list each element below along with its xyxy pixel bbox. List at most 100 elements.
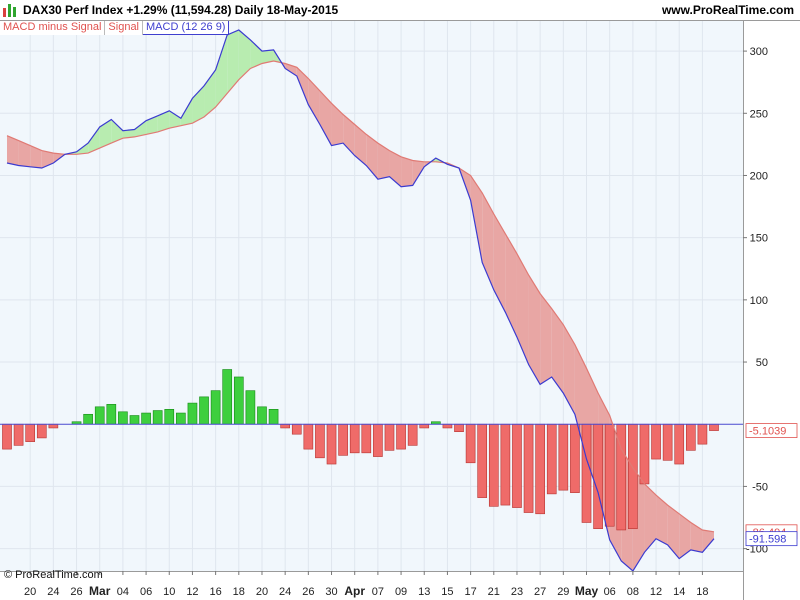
x-tick-label: 29: [557, 586, 569, 598]
x-tick-label: 27: [534, 586, 546, 598]
x-tick-label: 26: [70, 586, 82, 598]
histogram-bar: [697, 423, 708, 445]
fill-segment: [505, 233, 517, 338]
fill-segment: [563, 324, 575, 415]
x-tick-label: 18: [696, 586, 708, 598]
histogram-bar: [373, 423, 383, 457]
y-axis-panel: [743, 20, 800, 571]
site-url[interactable]: www.ProRealTime.com: [661, 3, 794, 17]
logo-bar: [13, 7, 16, 17]
histogram-bar: [465, 423, 476, 464]
histogram-bar: [83, 413, 93, 425]
fill-segment: [308, 78, 320, 125]
fill-segment: [192, 85, 205, 124]
histogram-bar: [176, 412, 186, 425]
x-tick-label: 20: [24, 586, 36, 598]
logo-bar: [3, 8, 6, 17]
y-tick-label: 200: [750, 170, 768, 182]
fill-segment: [204, 69, 216, 118]
histogram-bar: [535, 423, 545, 515]
fill-segment: [412, 160, 425, 186]
histogram-bar: [685, 423, 696, 451]
histogram-bar: [233, 376, 244, 425]
fill-segment: [389, 150, 402, 187]
legend-macd-minus-signal[interactable]: MACD minus Signal: [0, 21, 106, 35]
histogram-bar: [222, 369, 233, 425]
histogram-bar: [291, 423, 302, 435]
histogram-bar: [674, 423, 685, 465]
fill-segment: [644, 483, 657, 553]
histogram-bar: [407, 423, 418, 446]
x-tick-label: 16: [209, 586, 221, 598]
x-tick-label: 21: [488, 586, 500, 598]
fill-segment: [354, 124, 367, 166]
fill-segment: [319, 90, 332, 146]
fill-segment: [540, 293, 552, 385]
fill-segment: [227, 29, 239, 94]
x-tick-label: 06: [604, 586, 616, 598]
histogram-bar: [604, 423, 615, 527]
fill-segment: [180, 98, 193, 126]
legend-macd[interactable]: MACD (12 26 9): [143, 21, 230, 35]
fill-segment: [690, 522, 703, 553]
fill-segment: [18, 140, 31, 167]
histogram-bar: [593, 423, 603, 530]
fill-segment: [493, 214, 506, 313]
histogram-bar: [639, 423, 650, 485]
histogram-bar: [94, 406, 105, 425]
y-axis-ticks: 300 250 200 150 100 50 -50 -100: [743, 46, 768, 556]
histogram-bar: [326, 423, 337, 465]
histogram-bar: [419, 423, 430, 429]
x-tick-label: 13: [418, 586, 430, 598]
histogram-bar: [454, 423, 464, 432]
x-tick-label: 09: [395, 586, 407, 598]
fill-segment: [111, 119, 123, 144]
fill-segment: [667, 505, 680, 559]
histogram-bar: [210, 390, 221, 425]
histogram-bar: [2, 423, 12, 450]
histogram-bar: [164, 409, 175, 425]
histogram-bar: [558, 423, 569, 491]
y-tick-label: 300: [750, 46, 768, 58]
copyright-notice: © ProRealTime.com: [4, 569, 103, 581]
histogram-bar: [349, 423, 360, 454]
histogram-bar: [662, 423, 673, 461]
histogram-bar: [48, 423, 59, 429]
y-tick-label: -50: [752, 481, 768, 493]
y-tick-label: -100: [746, 544, 768, 556]
x-tick-label: 04: [117, 586, 129, 598]
legend-signal[interactable]: Signal: [105, 21, 143, 35]
histogram-bar: [709, 423, 719, 431]
x-tick-label: Mar: [89, 584, 111, 598]
histogram-bar: [384, 423, 395, 451]
histogram-bar: [303, 423, 314, 450]
x-tick-label: 24: [47, 586, 59, 598]
histogram-bar: [141, 412, 151, 425]
histogram-bar: [442, 423, 453, 429]
fill-segment: [551, 308, 564, 394]
x-tick-label: 12: [650, 586, 662, 598]
x-tick-label: 17: [464, 586, 476, 598]
fill-segment: [261, 49, 274, 64]
fill-segment: [250, 39, 262, 69]
histogram-bar: [257, 406, 267, 425]
histogram-bar: [361, 423, 372, 454]
fill-segment: [377, 143, 390, 180]
fill-segment: [470, 175, 483, 263]
histogram-bar: [36, 423, 47, 439]
fill-segment: [482, 192, 494, 290]
fill-segment: [401, 156, 413, 187]
histogram-bar: [187, 402, 198, 425]
fill-segment: [656, 495, 668, 545]
x-tick-label: 26: [302, 586, 314, 598]
instrument-title: DAX30 Perf Index +1.29% (11,594.28) Dail…: [23, 3, 339, 17]
histogram-bar: [13, 423, 24, 446]
x-tick-label: 24: [279, 586, 291, 598]
fill-segment: [7, 135, 19, 166]
x-tick-label: Apr: [344, 584, 365, 598]
y-tick-label: 150: [750, 233, 768, 245]
x-tick-label: 20: [256, 586, 268, 598]
histogram-bar: [396, 423, 406, 450]
fill-segment: [157, 110, 170, 132]
